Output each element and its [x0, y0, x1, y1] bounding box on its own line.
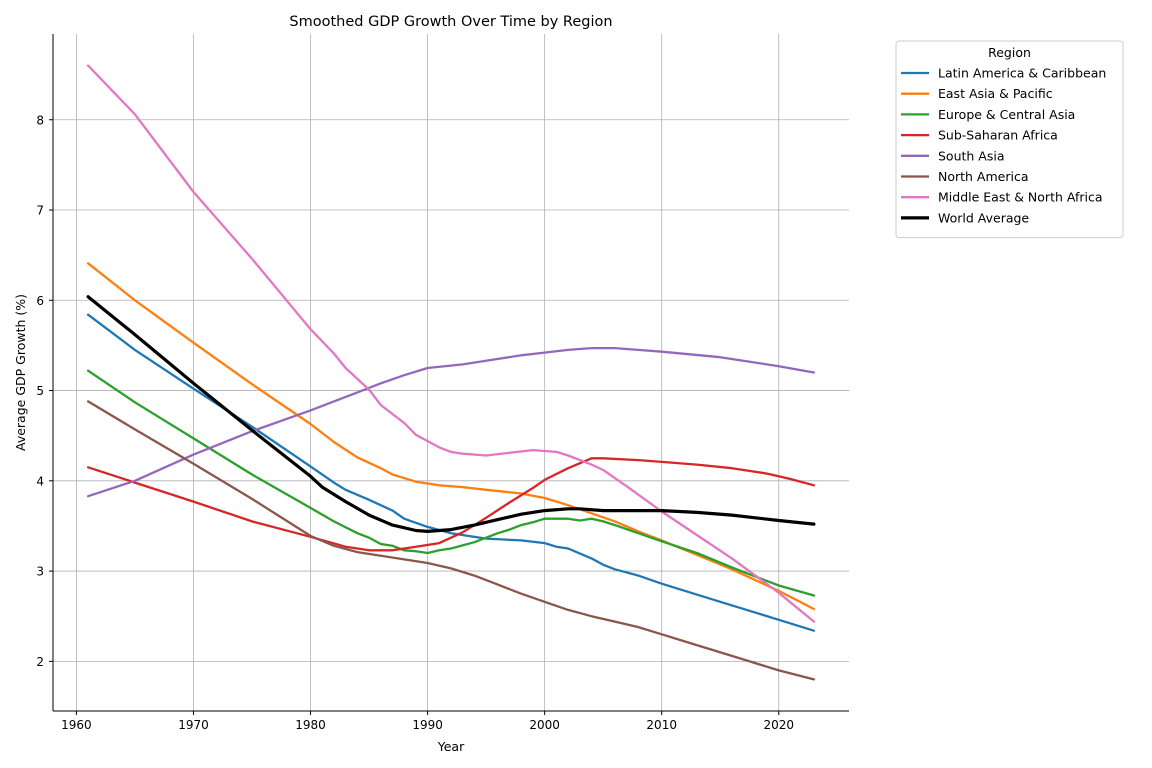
- grid-layer: [53, 34, 849, 711]
- x-tick-label: 1980: [295, 718, 326, 732]
- x-axis-label: Year: [437, 739, 465, 754]
- legend-label-north-america: North America: [938, 169, 1029, 184]
- x-tick-label: 2010: [646, 718, 677, 732]
- y-tick-label: 3: [36, 565, 44, 579]
- series-line-world-average: [86, 295, 816, 533]
- legend-label-east-asia-pacific: East Asia & Pacific: [938, 86, 1053, 101]
- legend-label-middle-east-north-africa: Middle East & North Africa: [938, 190, 1103, 205]
- chart-title: Smoothed GDP Growth Over Time by Region: [289, 14, 612, 30]
- y-tick-label: 5: [36, 384, 44, 398]
- series-line-latin-america-caribbean: [86, 313, 816, 632]
- x-tick-label: 2000: [529, 718, 560, 732]
- legend-label-sub-saharan-africa: Sub-Saharan Africa: [938, 128, 1058, 143]
- series-layer: [86, 64, 816, 681]
- series-line-europe-central-asia: [86, 369, 816, 597]
- y-tick-label: 6: [36, 294, 44, 308]
- x-tick-label: 1970: [178, 718, 209, 732]
- x-tick-label: 1990: [412, 718, 443, 732]
- series-line-middle-east-north-africa: [86, 64, 816, 623]
- x-tick-label: 1960: [61, 718, 92, 732]
- y-tick-label: 4: [36, 474, 44, 488]
- legend-label-europe-central-asia: Europe & Central Asia: [938, 107, 1075, 122]
- y-tick-label: 8: [36, 113, 44, 127]
- legend-label-latin-america-caribbean: Latin America & Caribbean: [938, 66, 1106, 81]
- legend-label-world-average: World Average: [938, 210, 1029, 225]
- x-tick-label: 2020: [763, 718, 794, 732]
- legend-box: [895, 40, 1124, 239]
- y-axis-label: Average GDP Growth (%): [13, 294, 28, 451]
- legend-title: Region: [988, 45, 1031, 60]
- legend: Region Latin America & Caribbean East Asi…: [895, 40, 1124, 239]
- series-line-north-america: [86, 400, 816, 681]
- legend-items: Latin America & Caribbean East Asia & Pac…: [901, 66, 1106, 225]
- legend-label-south-asia: South Asia: [938, 148, 1005, 163]
- axes-layer: 1960 1970 1980 1990 2000 2010 2020 2 3 4 5 6 7 8: [36, 34, 849, 732]
- y-tick-label: 2: [36, 655, 44, 669]
- series-line-south-asia: [86, 346, 816, 498]
- y-tick-label: 7: [36, 204, 44, 218]
- series-line-sub-saharan-africa: [86, 457, 816, 552]
